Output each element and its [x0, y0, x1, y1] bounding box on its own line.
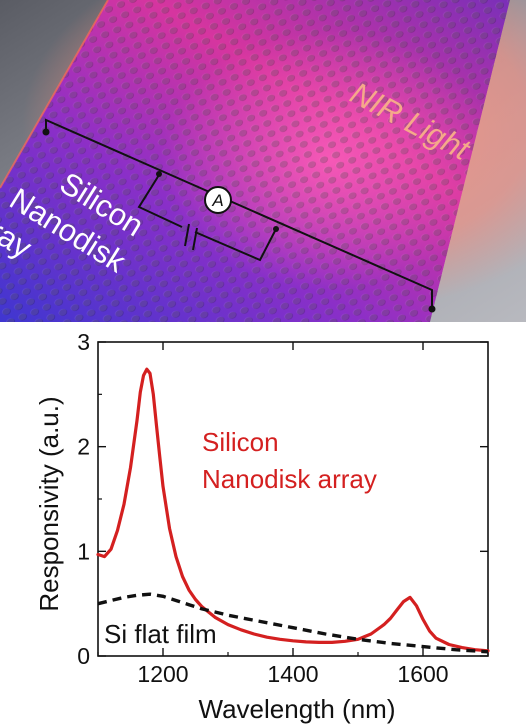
- responsivity-chart: 0 1 2 3 1200 1400 1600 Wavelength (nm) Respon…: [34, 329, 490, 724]
- legend-silicon-line-1: Silicon: [202, 427, 279, 457]
- y-axis-label: Responsivity (a.u.): [34, 396, 64, 611]
- y-tick-label: 0: [77, 643, 90, 669]
- x-tick-label: 1600: [397, 661, 448, 687]
- legend-flat-film: Si flat film: [104, 619, 217, 649]
- legend-silicon: Silicon Nanodisk array: [202, 427, 377, 494]
- sheet-left-edge: [0, 0, 109, 189]
- x-tick-label: 1200: [137, 661, 188, 687]
- ammeter-symbol: A: [211, 191, 223, 210]
- axes-frame: [97, 341, 489, 657]
- series-layer: [96, 367, 490, 654]
- y-tick-label: 1: [77, 538, 90, 564]
- x-tick-label: 1400: [267, 661, 318, 687]
- device-illustration: A Silicon Nanodisk Array NIR Light: [0, 0, 526, 322]
- x-axis-label: Wavelength (nm): [199, 694, 396, 724]
- nanodisk-pattern: [0, 0, 510, 322]
- y-tick-label: 2: [77, 434, 90, 460]
- x-ticks: 1200 1400 1600: [97, 342, 489, 687]
- plot-frame: [97, 341, 489, 657]
- series-line-si-flat-film: [97, 592, 489, 654]
- circuit-nodes: [42, 128, 436, 313]
- legend-silicon-line-2: Nanodisk array: [202, 464, 377, 494]
- series-line-silicon-nanodisk: [96, 367, 490, 653]
- y-tick-label: 3: [77, 329, 90, 355]
- y-ticks: 0 1 2 3: [77, 329, 488, 669]
- ammeter: A: [204, 186, 232, 214]
- circuit: [45, 118, 433, 309]
